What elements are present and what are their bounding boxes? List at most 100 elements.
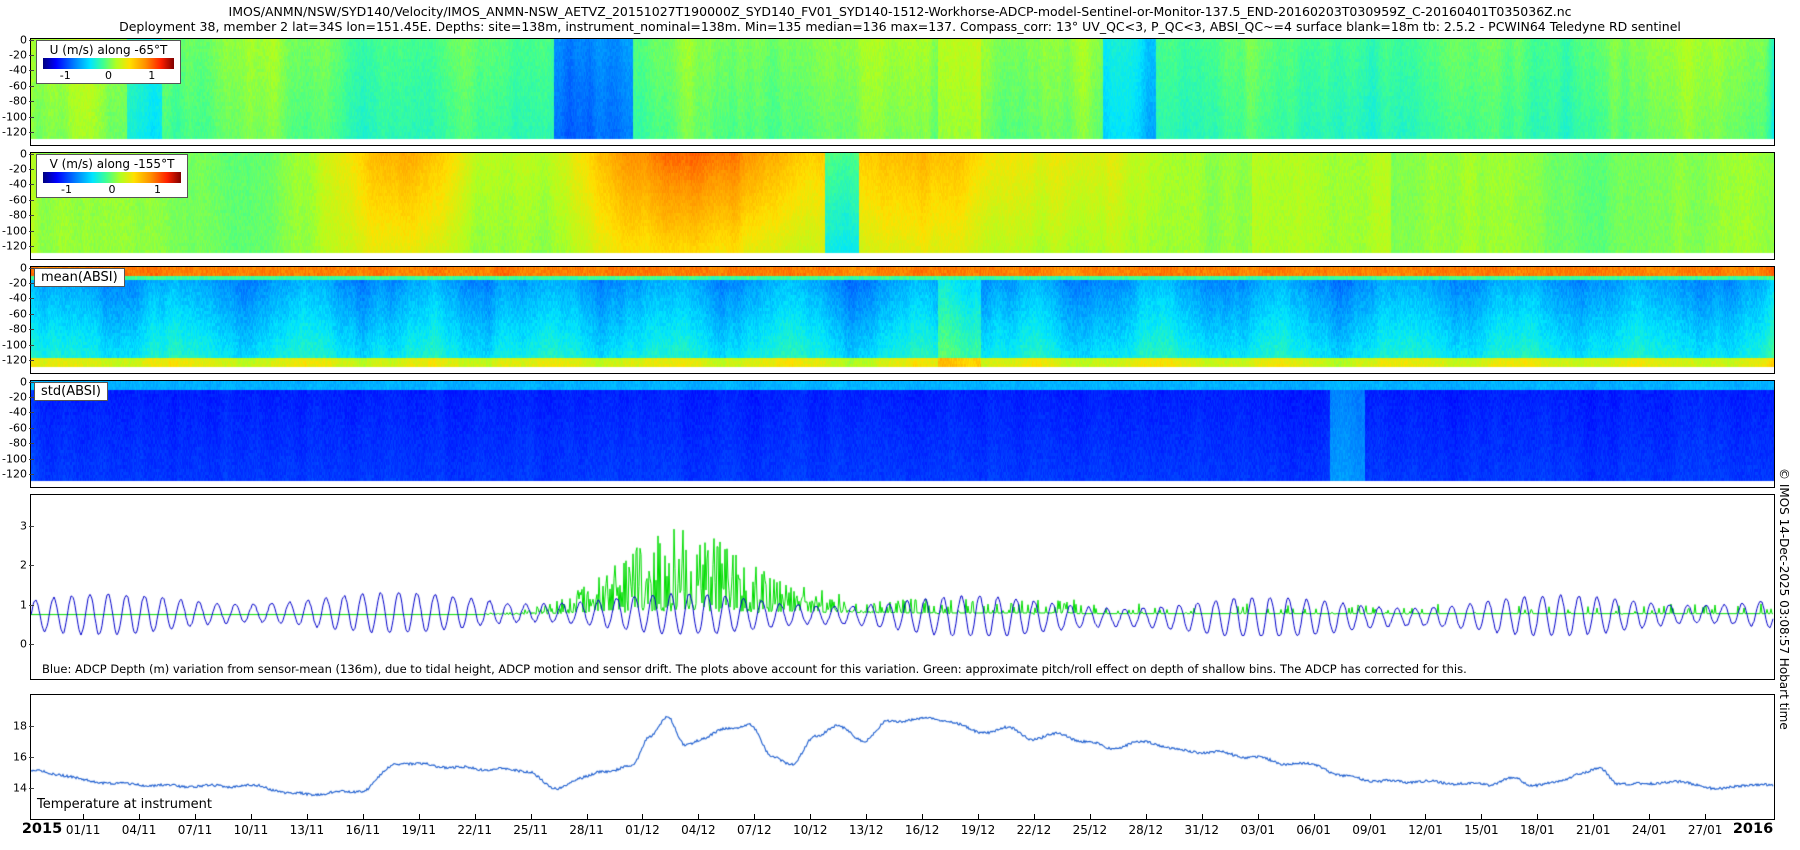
- depth-tick-mark: [29, 329, 34, 330]
- value-tick-mark: [29, 605, 34, 606]
- depth-tick-mark: [29, 268, 34, 269]
- panel-std-absi[interactable]: [30, 380, 1775, 488]
- time-tick-label: 04/11: [121, 823, 157, 837]
- time-tick-label: 28/12: [1128, 823, 1164, 837]
- time-tick-mark: [531, 814, 532, 820]
- time-tick-label: 15/01: [1464, 823, 1499, 837]
- time-tick-mark: [978, 814, 979, 820]
- depth-tick-label: 0: [20, 33, 27, 47]
- depth-tick-mark: [29, 169, 34, 170]
- title-line-1: IMOS/ANMN/NSW/SYD140/Velocity/IMOS_ANMN-…: [228, 4, 1572, 19]
- panel-v-velocity[interactable]: [30, 152, 1775, 260]
- depth-tick-mark: [29, 40, 34, 41]
- depth-tick-mark: [29, 459, 34, 460]
- time-tick-label: 13/12: [848, 823, 884, 837]
- depth-tick-mark: [29, 55, 34, 56]
- mean-absi-heatmap: [31, 267, 1774, 373]
- time-tick-mark: [419, 814, 420, 820]
- time-tick-label: 25/12: [1072, 823, 1108, 837]
- time-tick-label: 19/12: [960, 823, 996, 837]
- depth-tick-label: 0: [20, 147, 27, 161]
- time-tick-label: 07/12: [737, 823, 772, 837]
- depth-tick-mark: [29, 283, 34, 284]
- depth-tick-label: -20: [9, 390, 27, 404]
- time-tick-mark: [195, 814, 196, 820]
- u-velocity-heatmap: [31, 39, 1774, 145]
- depth-tick-mark: [29, 298, 34, 299]
- time-tick-label: 12/01: [1408, 823, 1443, 837]
- time-tick-label: 27/01: [1687, 823, 1723, 837]
- axis-year-start: 2015: [21, 821, 63, 837]
- value-tick-mark: [29, 726, 34, 727]
- time-tick-label: 10/11: [233, 823, 269, 837]
- time-tick-label: 06/01: [1296, 823, 1331, 837]
- value-tick-label: 0: [20, 637, 27, 651]
- time-tick-label: 01/12: [625, 823, 660, 837]
- depth-tick-label: -80: [9, 94, 27, 108]
- time-tick-mark: [642, 814, 643, 820]
- depth-tick-label: -100: [2, 338, 27, 352]
- depth-tick-label: -120: [2, 353, 27, 367]
- time-tick-label: 21/01: [1575, 823, 1611, 837]
- time-tick-mark: [475, 814, 476, 820]
- depth-tick-mark: [29, 70, 34, 71]
- time-tick-label: 01/11: [65, 823, 101, 837]
- depth-tick-label: -120: [2, 239, 27, 253]
- copyright-label: © IMOS 14-Dec-2025 03:08:57 Hobart time: [1777, 468, 1791, 730]
- depth-tick-label: -20: [9, 276, 27, 290]
- time-tick-label: 16/12: [904, 823, 940, 837]
- depth-tick-label: -40: [9, 405, 27, 419]
- time-tick-label: 18/01: [1520, 823, 1555, 837]
- temperature-line: [31, 695, 1774, 819]
- time-tick-label: 16/11: [345, 823, 381, 837]
- u-velocity-colorbar: U (m/s) along -65°T -1 0 1: [36, 40, 181, 84]
- time-tick-mark: [1593, 814, 1594, 820]
- time-tick-mark: [1425, 814, 1426, 820]
- depth-tick-label: -40: [9, 63, 27, 77]
- depth-tick-label: -120: [2, 467, 27, 481]
- v-colorbar-tick-1: 0: [108, 183, 116, 196]
- depth-tick-mark: [29, 132, 34, 133]
- time-tick-mark: [1481, 814, 1482, 820]
- time-tick-mark: [1034, 814, 1035, 820]
- time-tick-label: 07/11: [177, 823, 213, 837]
- panel-mean-absi[interactable]: [30, 266, 1775, 374]
- depth-tick-mark: [29, 345, 34, 346]
- value-tick-label: 18: [13, 719, 27, 733]
- time-tick-label: 25/11: [513, 823, 548, 837]
- time-tick-mark: [587, 814, 588, 820]
- depth-tick-mark: [29, 184, 34, 185]
- depth-tick-label: -80: [9, 208, 27, 222]
- depth-tick-label: -20: [9, 162, 27, 176]
- depth-tick-label: -40: [9, 177, 27, 191]
- panel-temperature[interactable]: [30, 694, 1775, 820]
- time-tick-mark: [810, 814, 811, 820]
- time-tick-mark: [1202, 814, 1203, 820]
- value-tick-label: 14: [13, 781, 27, 795]
- time-tick-mark: [1649, 814, 1650, 820]
- time-tick-mark: [251, 814, 252, 820]
- time-tick-label: 09/01: [1352, 823, 1387, 837]
- value-tick-label: 16: [13, 750, 27, 764]
- time-tick-mark: [363, 814, 364, 820]
- u-colorbar-tick-1: 0: [105, 69, 112, 82]
- depth-tick-label: -60: [9, 307, 27, 321]
- time-tick-label: 19/11: [401, 823, 437, 837]
- time-tick-mark: [1705, 814, 1706, 820]
- v-colorbar-title: V (m/s) along -155°T: [49, 157, 175, 171]
- time-tick-label: 31/12: [1184, 823, 1220, 837]
- time-axis: 2015 01/11 04/11 07/11 10/11 13/11 16/11 19/11 2…: [0, 814, 1800, 850]
- panel-u-velocity[interactable]: [30, 38, 1775, 146]
- depth-tick-label: -100: [2, 110, 27, 124]
- depth-tick-mark: [29, 314, 34, 315]
- value-tick-label: 1: [20, 598, 27, 612]
- depth-panel-caption: Blue: ADCP Depth (m) variation from sens…: [42, 662, 1467, 676]
- std-absi-label: std(ABSI): [34, 382, 108, 401]
- value-tick-mark: [29, 788, 34, 789]
- depth-tick-mark: [29, 412, 34, 413]
- panel-depth-variation[interactable]: [30, 494, 1775, 680]
- temperature-label: Temperature at instrument: [34, 797, 215, 812]
- depth-tick-label: 0: [20, 261, 27, 275]
- time-tick-mark: [866, 814, 867, 820]
- v-velocity-heatmap: [31, 153, 1774, 259]
